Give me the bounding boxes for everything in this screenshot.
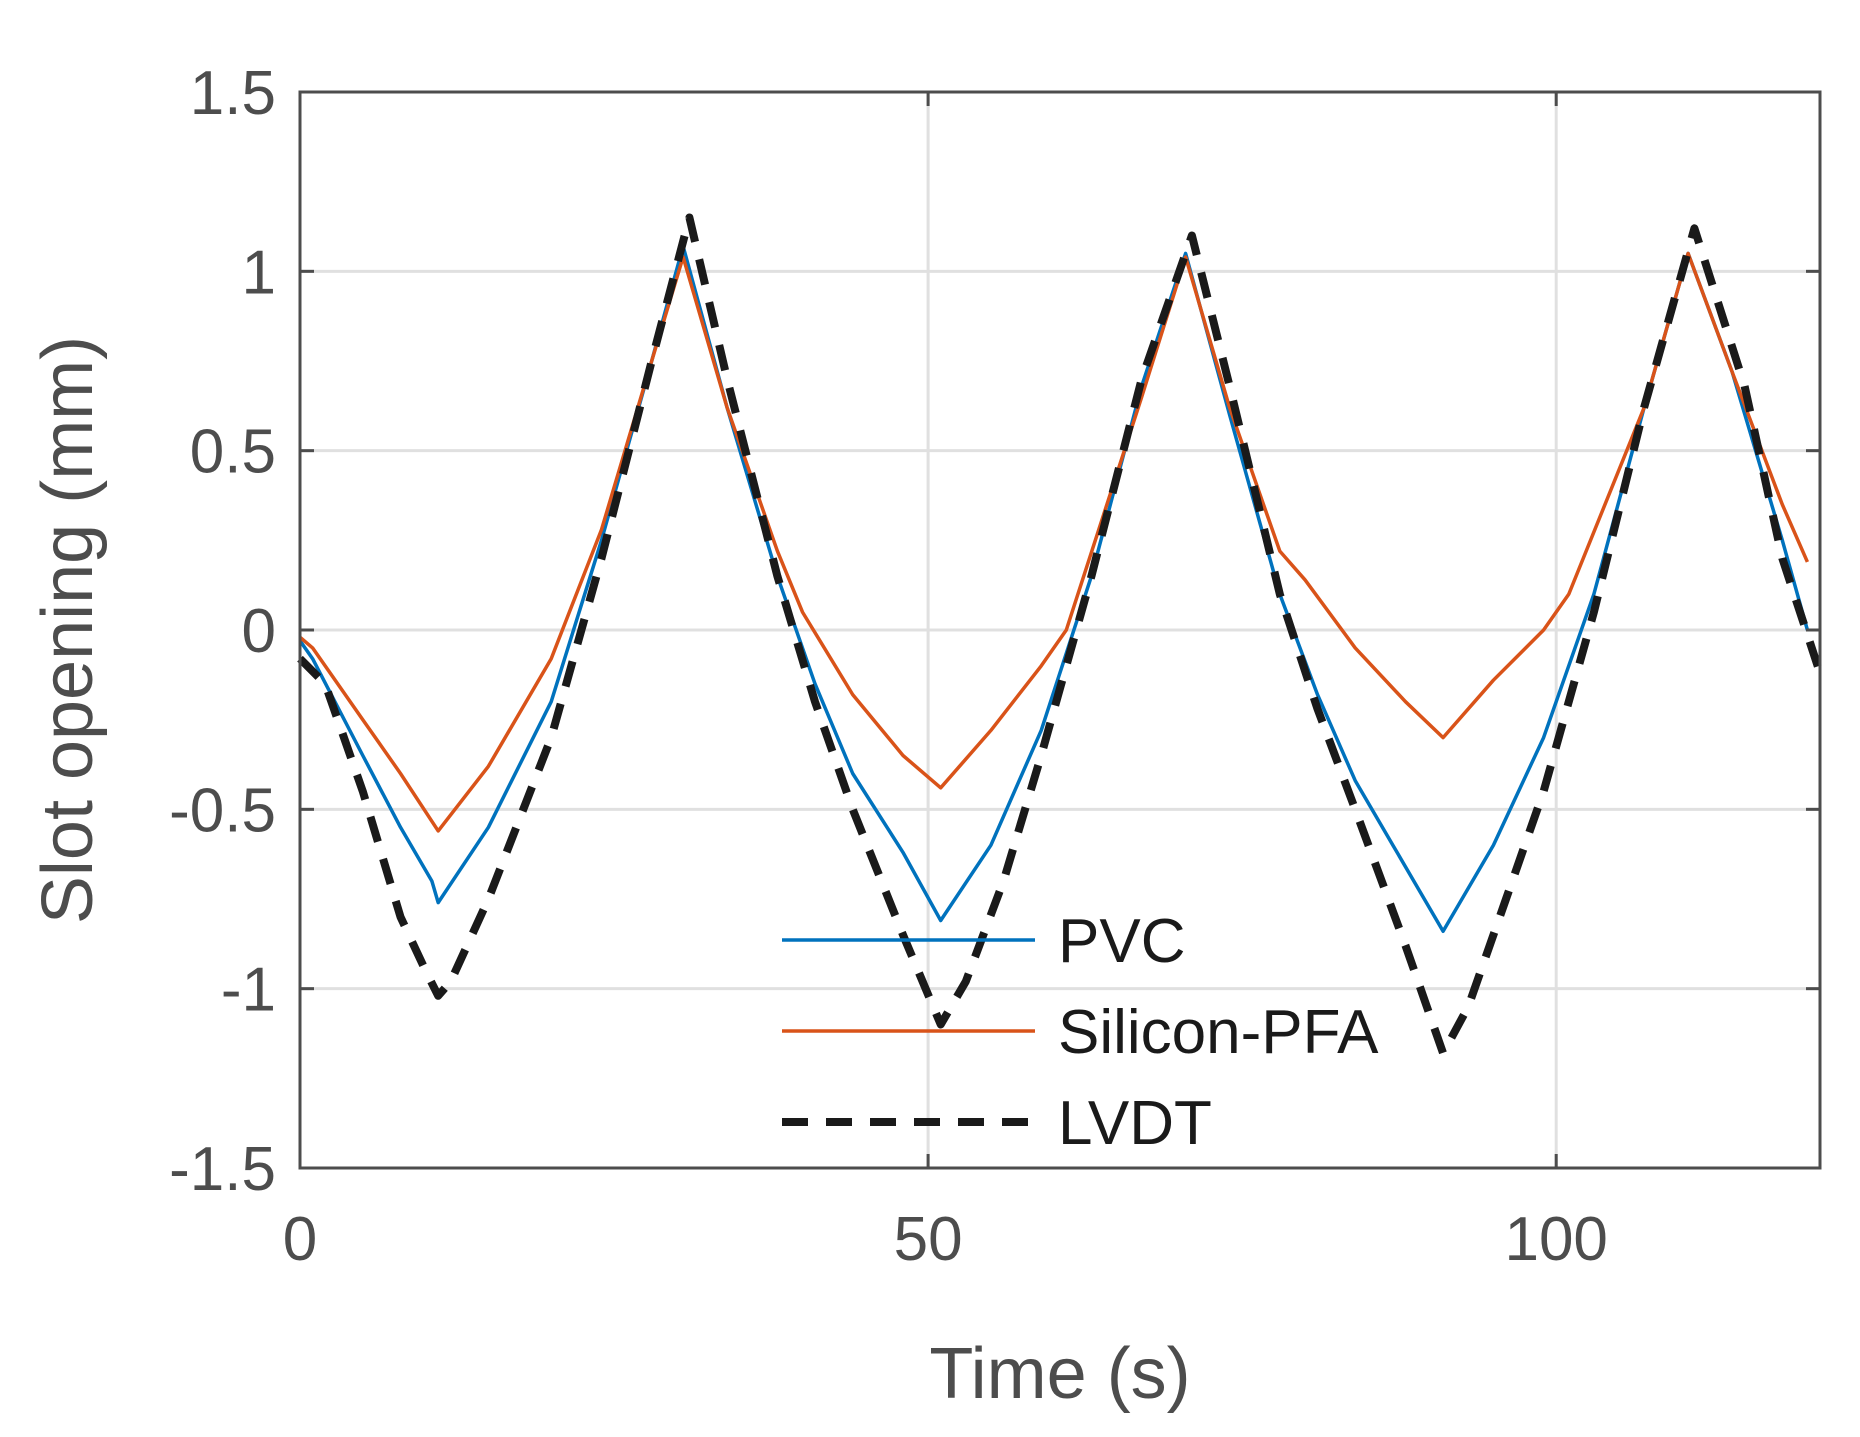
- series-group: [297, 213, 1824, 1058]
- series-line-silicon-pfa: [298, 251, 1810, 833]
- legend: PVC Silicon-PFA LVDT: [782, 907, 1379, 1158]
- series-line-lvdt: [297, 213, 1824, 1058]
- x-axis-label: Time (s): [929, 1334, 1190, 1414]
- y-tick-label: -1.5: [169, 1135, 276, 1204]
- y-tick-label: 0.5: [190, 418, 276, 487]
- grid-lines: [300, 92, 1820, 1168]
- legend-label-lvdt: LVDT: [1058, 1089, 1212, 1158]
- y-axis-label: Slot opening (mm): [28, 336, 108, 924]
- y-tick-label: -0.5: [169, 776, 276, 845]
- legend-label-silicon-pfa: Silicon-PFA: [1058, 998, 1379, 1067]
- tick-labels: 0 50 100 -1.5 -1 -0.5 0 0.5 1 1.5: [169, 59, 1608, 1274]
- y-tick-label: 0: [242, 597, 276, 666]
- x-tick-label: 50: [894, 1205, 963, 1274]
- y-tick-label: 1.5: [190, 59, 276, 128]
- series-line-pvc: [298, 244, 1810, 934]
- legend-label-pvc: PVC: [1058, 907, 1185, 976]
- axis-ticks: [298, 90, 1820, 1170]
- y-tick-label: 1: [242, 238, 276, 307]
- y-tick-label: -1: [221, 956, 276, 1025]
- x-tick-label: 0: [283, 1205, 317, 1274]
- x-tick-label: 100: [1504, 1205, 1607, 1274]
